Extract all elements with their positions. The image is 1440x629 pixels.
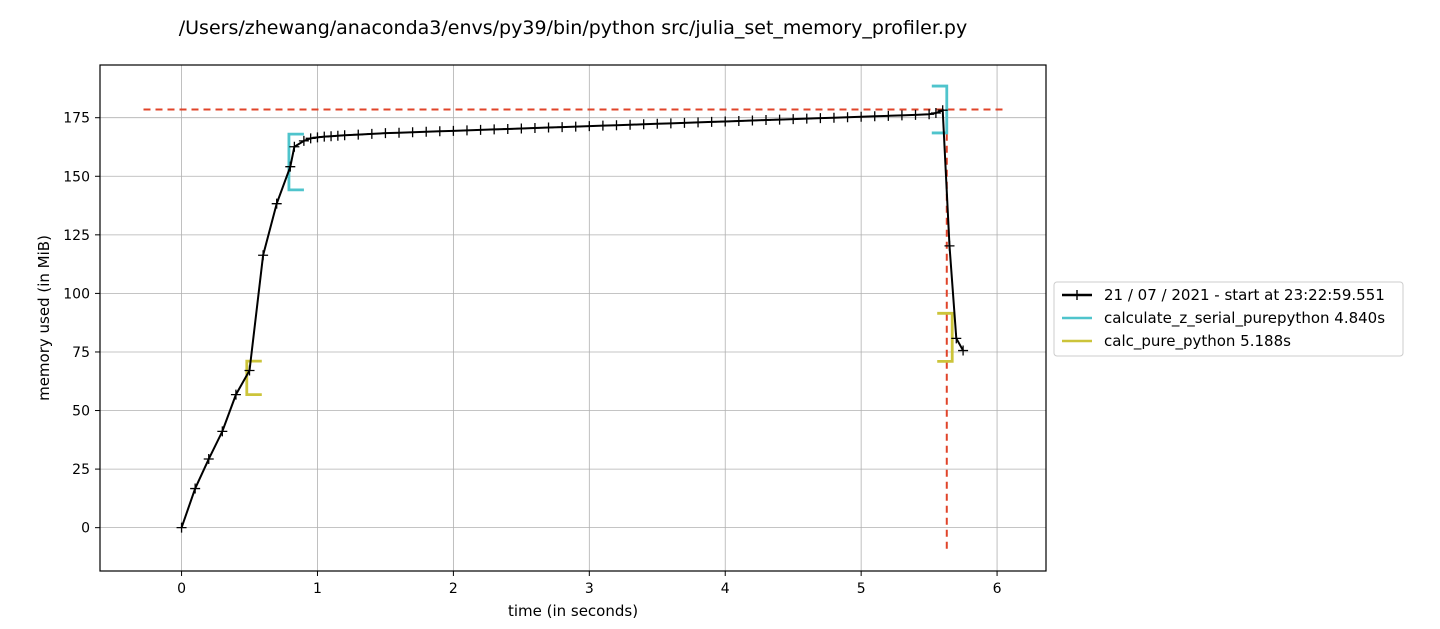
data-point [230, 389, 241, 400]
y-axis-ticks: 0 25 50 75 100 125 150 175 [63, 111, 100, 537]
plot-frame [99, 64, 1047, 572]
function-brackets [245, 84, 954, 397]
data-point [937, 105, 948, 116]
x-tick-label: 5 [857, 581, 866, 597]
data-point [312, 132, 323, 143]
data-point [774, 114, 785, 125]
data-point [461, 125, 472, 136]
data-point [203, 454, 214, 465]
data-point [285, 161, 296, 172]
data-point [557, 122, 568, 133]
data-point [856, 111, 867, 122]
data-point [339, 130, 350, 141]
x-tick-label: 4 [721, 581, 730, 597]
data-point [271, 198, 282, 209]
data-point [421, 126, 432, 137]
y-tick-label: 0 [81, 521, 90, 537]
data-point [434, 126, 445, 137]
x-axis-label: time (in seconds) [508, 602, 638, 620]
data-point [597, 120, 608, 131]
y-tick-label: 25 [72, 462, 90, 478]
data-point [951, 333, 962, 344]
data-point [828, 112, 839, 123]
bracket-open-0 [287, 132, 304, 192]
series-group [176, 105, 969, 533]
x-tick-label: 0 [177, 581, 186, 597]
bracket-close-1 [937, 311, 954, 363]
grid-lines [100, 65, 1046, 571]
data-point [502, 123, 513, 134]
data-point [638, 119, 649, 130]
data-point [761, 115, 772, 126]
data-point [815, 113, 826, 124]
x-axis-ticks: 0 1 2 3 4 5 6 [177, 571, 1002, 597]
x-tick-label: 2 [449, 581, 458, 597]
data-point [190, 483, 201, 494]
data-point [380, 128, 391, 139]
x-tick-label: 3 [585, 581, 594, 597]
y-tick-label: 75 [72, 345, 90, 361]
data-point [720, 116, 731, 127]
series-line [180, 108, 964, 528]
data-point [353, 129, 364, 140]
data-point [652, 118, 663, 129]
y-tick-label: 100 [63, 286, 90, 302]
legend-box [1053, 281, 1404, 357]
data-point [305, 133, 316, 144]
data-point [944, 240, 955, 251]
data-point [258, 250, 269, 261]
data-point [747, 115, 758, 126]
data-point [693, 117, 704, 128]
data-point [176, 522, 187, 533]
y-tick-label: 50 [72, 404, 90, 420]
data-point [910, 109, 921, 120]
data-point [611, 120, 622, 131]
legend-marker [1072, 290, 1082, 300]
data-point [896, 110, 907, 121]
data-point [217, 426, 228, 437]
data-point [489, 124, 500, 135]
data-point [244, 365, 255, 376]
legend-label: calculate_z_serial_purepython 4.840s [1104, 309, 1385, 328]
bracket-close-0 [931, 84, 949, 135]
data-point [516, 123, 527, 134]
y-tick-label: 175 [63, 111, 90, 127]
data-point [842, 112, 853, 123]
data-point [366, 128, 377, 139]
data-point [924, 109, 935, 120]
data-point [665, 118, 676, 129]
y-tick-label: 150 [63, 169, 90, 185]
data-point [869, 111, 880, 122]
peak-lines [143, 108, 1004, 549]
x-tick-label: 6 [993, 581, 1002, 597]
data-point [543, 122, 554, 133]
data-point [801, 113, 812, 124]
data-point [584, 121, 595, 132]
legend-label: 21 / 07 / 2021 - start at 23:22:59.551 [1104, 286, 1385, 304]
chart-title: /Users/zhewang/anaconda3/envs/py39/bin/p… [179, 17, 968, 39]
data-point [570, 121, 581, 132]
data-point [733, 115, 744, 126]
data-point [930, 108, 941, 119]
data-point [289, 141, 300, 152]
data-point [625, 119, 636, 130]
x-tick-label: 1 [313, 581, 322, 597]
data-point [407, 127, 418, 138]
data-point [788, 114, 799, 125]
data-point [958, 345, 969, 356]
data-point [298, 135, 309, 146]
bracket-open-1 [245, 359, 262, 397]
legend-label: calc_pure_python 5.188s [1104, 332, 1291, 351]
data-point [529, 123, 540, 134]
legend: 21 / 07 / 2021 - start at 23:22:59.551 ca… [1053, 281, 1404, 357]
y-axis-label: memory used (in MiB) [35, 235, 53, 401]
data-point [883, 110, 894, 121]
data-point [448, 125, 459, 136]
data-point [475, 124, 486, 135]
data-point [679, 117, 690, 128]
y-tick-label: 125 [63, 228, 90, 244]
data-point [394, 127, 405, 138]
data-point [706, 116, 717, 127]
